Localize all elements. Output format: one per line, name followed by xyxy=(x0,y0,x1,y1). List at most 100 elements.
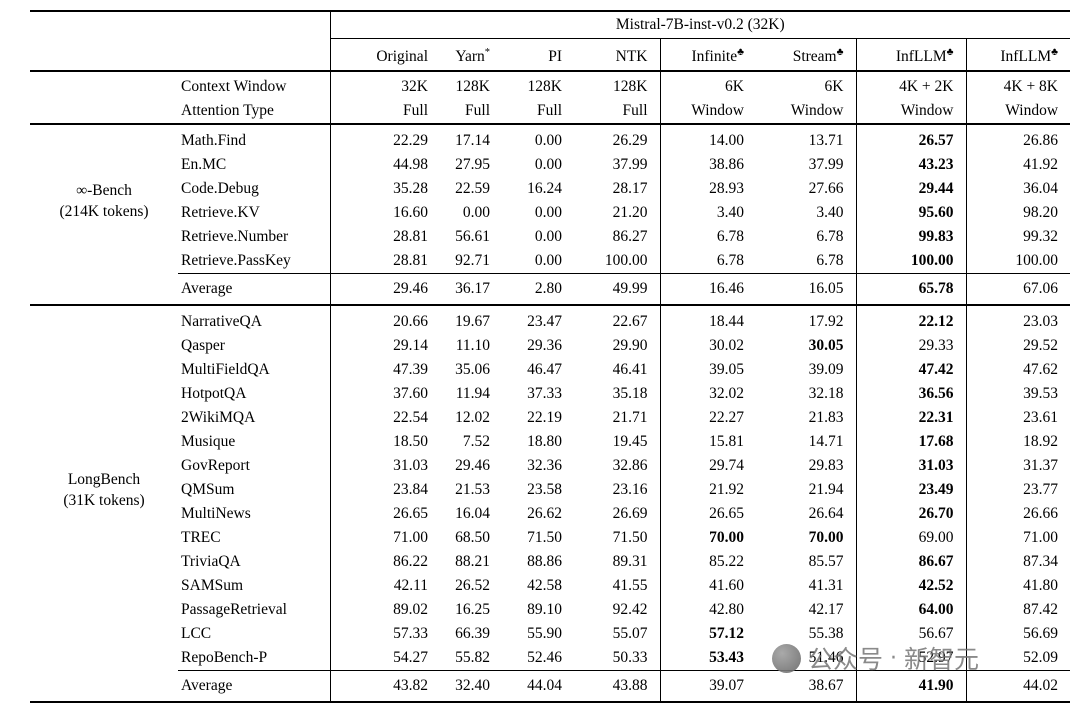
score-cell: 52.46 xyxy=(527,649,562,667)
average-value: 36.17 xyxy=(440,273,502,307)
score-cell: 39.05 xyxy=(659,358,756,383)
score-cell: 95.60 xyxy=(855,201,966,226)
score-cell: 22.67 xyxy=(612,313,648,331)
group-token-count: (214K tokens) xyxy=(59,203,149,221)
score-cell: 41.92 xyxy=(965,153,1071,178)
score-cell: 18.92 xyxy=(965,430,1071,455)
score-cell: 23.58 xyxy=(527,481,562,499)
score-cell: 23.03 xyxy=(965,305,1071,335)
meta-row: Context Window 32K 128K 128K 128K 6K 6K 4K + 2K… xyxy=(30,71,1071,100)
score-cell: 3.40 xyxy=(659,201,756,226)
score-cell: 7.52 xyxy=(462,433,490,451)
score-cell: 29.36 xyxy=(527,337,562,355)
score-cell: 85.22 xyxy=(659,550,756,575)
score-cell: 36.56 xyxy=(855,382,966,407)
score-cell: 37.99 xyxy=(808,156,844,174)
meta-value: Full xyxy=(329,99,440,126)
table-row: SAMSum 42.11 26.52 42.58 41.55 41.60 41.31 42.5… xyxy=(30,574,1071,599)
column-header-label: PI xyxy=(548,48,562,66)
score-cell: 26.29 xyxy=(612,132,648,150)
score-cell: 6.78 xyxy=(659,225,756,250)
table-row: MultiFieldQA 47.39 35.06 46.47 46.41 39.05 39.… xyxy=(30,358,1071,383)
meta-value: 32K xyxy=(329,71,440,100)
score-cell: 51.46 xyxy=(808,649,844,667)
method-header-row: Original Yarn* PI NTK Infinite♣ Stream♣ InfLLM… xyxy=(30,38,1071,73)
score-cell: 11.10 xyxy=(455,337,490,355)
task-name: Qasper xyxy=(181,337,225,355)
column-header: PI xyxy=(502,38,574,73)
score-cell: 18.44 xyxy=(659,305,756,335)
score-cell: 21.92 xyxy=(659,478,756,503)
score-cell: 35.18 xyxy=(612,385,648,403)
score-cell: 26.52 xyxy=(455,577,490,595)
table-row: GovReport 31.03 29.46 32.36 32.86 29.74 29.83 3… xyxy=(30,454,1071,479)
score-cell: 17.14 xyxy=(455,132,490,150)
score-cell: 55.38 xyxy=(808,625,844,643)
task-name: TREC xyxy=(181,529,221,547)
score-cell: 16.25 xyxy=(455,601,490,619)
table-row: Retrieve.KV 16.60 0.00 0.00 21.20 3.40 3.40 95.… xyxy=(30,201,1071,226)
column-header-mark: ♣ xyxy=(1051,47,1059,58)
score-cell: 6.78 xyxy=(816,252,844,270)
score-cell: 32.86 xyxy=(612,457,648,475)
score-cell: 27.95 xyxy=(455,156,490,174)
group-name: LongBench xyxy=(67,471,141,489)
score-cell: 29.90 xyxy=(612,337,648,355)
score-cell: 28.81 xyxy=(329,249,440,274)
column-header-label: InfLLM xyxy=(895,48,947,66)
score-cell: 31.03 xyxy=(855,454,966,479)
score-cell: 88.21 xyxy=(455,553,490,571)
column-header: InfLLM♣ xyxy=(965,38,1071,73)
score-cell: 22.19 xyxy=(527,409,562,427)
score-cell: 14.00 xyxy=(659,124,756,154)
score-cell: 26.65 xyxy=(659,502,756,527)
score-cell: 35.28 xyxy=(329,177,440,202)
task-name: TriviaQA xyxy=(181,553,241,571)
group-label-cell: LongBench (31K tokens) xyxy=(30,305,178,671)
table-row: Retrieve.PassKey 28.81 92.71 0.00 100.00 6.78… xyxy=(30,249,1071,274)
task-name: Math.Find xyxy=(181,132,247,150)
score-cell: 29.44 xyxy=(855,177,966,202)
score-cell: 32.18 xyxy=(808,385,844,403)
average-row: Average 29.46 36.17 2.80 49.99 16.46 16.05 65.7… xyxy=(30,273,1071,307)
meta-value: Window xyxy=(756,99,856,126)
average-row: Average 43.82 32.40 44.04 43.88 39.07 38.67 41.… xyxy=(30,670,1071,704)
table-row: RepoBench-P 54.27 55.82 52.46 50.33 53.43 51.4… xyxy=(30,646,1071,671)
score-cell: 99.32 xyxy=(965,225,1071,250)
score-cell: 68.50 xyxy=(455,529,490,547)
table-row: Code.Debug 35.28 22.59 16.24 28.17 28.93 27.66… xyxy=(30,177,1071,202)
score-cell: 23.61 xyxy=(965,406,1071,431)
column-header: InfLLM♣ xyxy=(855,38,966,73)
column-header-mark: ♣ xyxy=(737,47,744,58)
score-cell: 26.62 xyxy=(527,505,562,523)
average-value: 32.40 xyxy=(440,670,502,704)
score-cell: 54.27 xyxy=(329,646,440,671)
table-row: HotpotQA 37.60 11.94 37.33 35.18 32.02 32.18 36… xyxy=(30,382,1071,407)
score-cell: 29.52 xyxy=(965,334,1071,359)
score-cell: 71.50 xyxy=(612,529,648,547)
table-row: En.MC 44.98 27.95 0.00 37.99 38.86 37.99 43.23 4… xyxy=(30,153,1071,178)
score-cell: 39.53 xyxy=(965,382,1071,407)
score-cell: 28.17 xyxy=(612,180,648,198)
score-cell: 31.37 xyxy=(965,454,1071,479)
average-value: 16.46 xyxy=(659,273,756,307)
score-cell: 100.00 xyxy=(604,252,648,270)
table-row: Qasper 29.14 11.10 29.36 29.90 30.02 30.05 29.3… xyxy=(30,334,1071,359)
score-cell: 42.11 xyxy=(329,574,440,599)
average-label: Average xyxy=(178,670,330,704)
score-cell: 87.34 xyxy=(965,550,1071,575)
score-cell: 22.29 xyxy=(329,124,440,154)
table-row: MultiNews 26.65 16.04 26.62 26.69 26.65 26.64 2… xyxy=(30,502,1071,527)
score-cell: 44.98 xyxy=(329,153,440,178)
meta-value: Full xyxy=(440,99,502,126)
score-cell: 30.05 xyxy=(808,337,844,355)
score-cell: 14.71 xyxy=(808,433,844,451)
task-name: Retrieve.PassKey xyxy=(181,252,291,270)
score-cell: 26.57 xyxy=(855,124,966,154)
score-cell: 37.60 xyxy=(329,382,440,407)
table-row: 2WikiMQA 22.54 12.02 22.19 21.71 22.27 21.83 22… xyxy=(30,406,1071,431)
column-header-label: InfLLM xyxy=(1000,48,1052,66)
score-cell: 22.27 xyxy=(659,406,756,431)
meta-value: Full xyxy=(574,99,660,126)
task-name: NarrativeQA xyxy=(181,313,262,331)
